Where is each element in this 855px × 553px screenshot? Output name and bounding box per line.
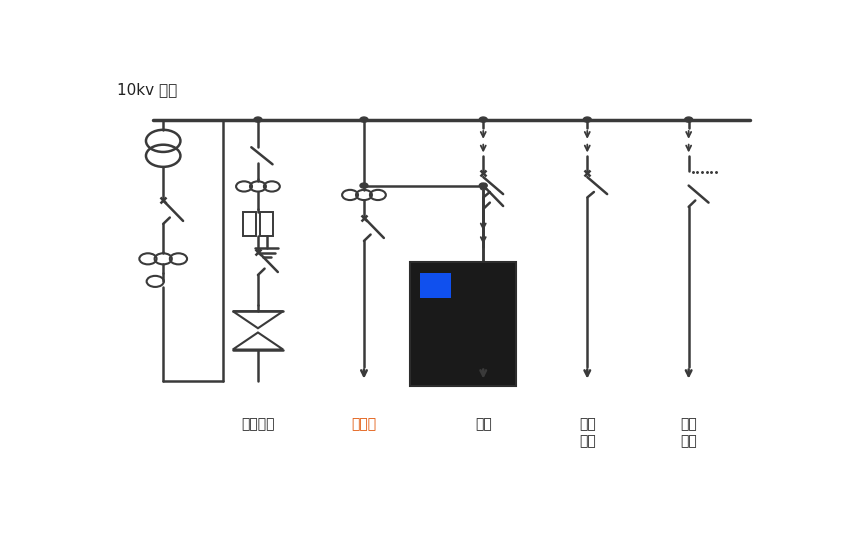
Circle shape: [254, 117, 262, 122]
Circle shape: [583, 117, 592, 122]
Text: 无功补偿: 无功补偿: [241, 418, 274, 432]
Circle shape: [480, 183, 487, 188]
Bar: [420, 273, 451, 299]
Text: 高频炉: 高频炉: [351, 418, 376, 432]
Text: 10kv 进线: 10kv 进线: [117, 82, 177, 97]
Bar: [243, 212, 256, 236]
Bar: [410, 262, 516, 386]
Circle shape: [360, 117, 368, 122]
Circle shape: [685, 117, 693, 122]
Circle shape: [360, 183, 368, 188]
Circle shape: [480, 117, 487, 122]
Text: 动力
用电: 动力 用电: [579, 418, 596, 448]
Bar: [260, 212, 274, 236]
Text: 照明
用电: 照明 用电: [681, 418, 697, 448]
Text: 其它: 其它: [475, 418, 492, 432]
